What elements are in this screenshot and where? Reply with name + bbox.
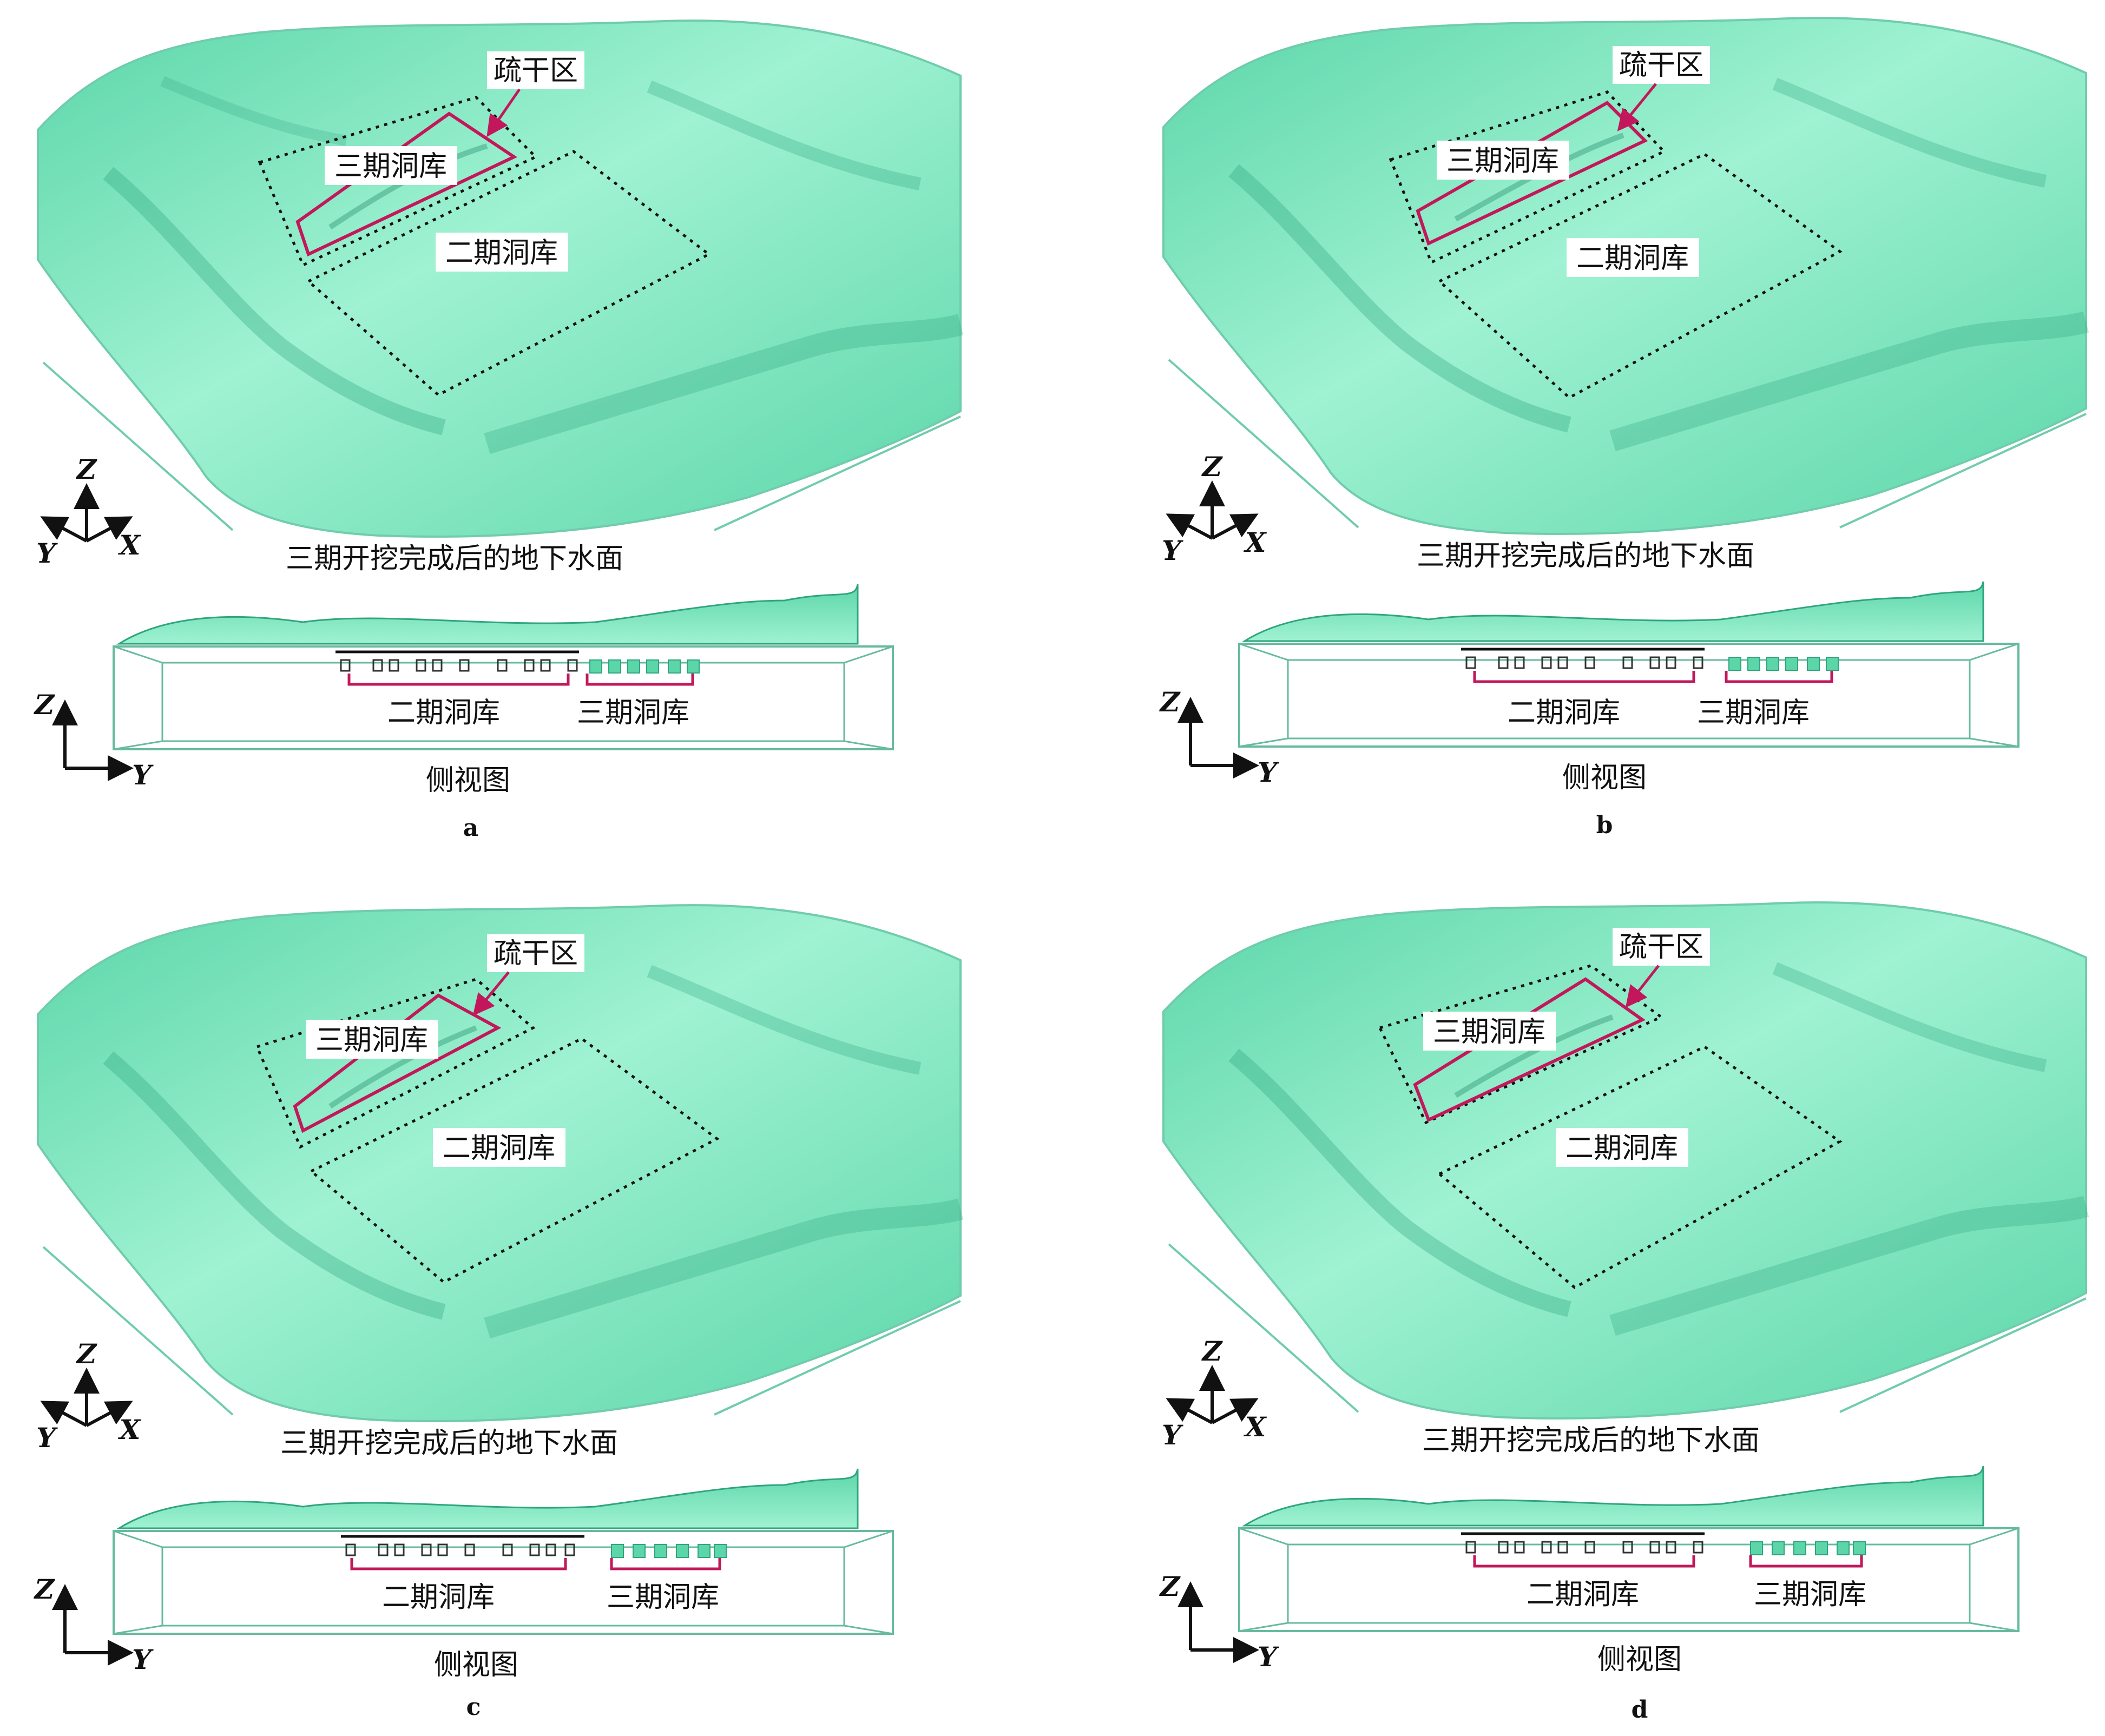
panel-letter: a <box>463 814 479 842</box>
axis2d-y-label: Y <box>1258 756 1279 788</box>
phase2-label: 二期洞库 <box>445 237 558 269</box>
phase3-label: 三期洞库 <box>1433 1016 1545 1048</box>
panel-b: 疏干区 三期洞库 二期洞库 Z Y X 三期开挖完成后的地下水面 <box>1159 17 2089 839</box>
side-caption: 侧视图 <box>1562 762 1647 794</box>
axis-x-label: X <box>1244 526 1267 558</box>
drain-arrow <box>1617 83 1657 131</box>
side-view <box>1238 1466 2020 1632</box>
side-phase2-label: 二期洞库 <box>382 1581 495 1614</box>
axis-y-label: Y <box>36 537 58 569</box>
phase2-label: 二期洞库 <box>1576 242 1689 275</box>
axis-x-label: X <box>118 529 142 561</box>
axis-x-label: X <box>118 1414 142 1445</box>
side-view <box>113 1468 894 1635</box>
axis2d-z-label: Z <box>34 689 56 721</box>
panel-c: 疏干区 三期洞库 二期洞库 Z Y X 三期开挖完成后的地下水面 <box>34 904 964 1721</box>
axes-2d <box>52 699 134 781</box>
axis-y-label: Y <box>1162 534 1183 566</box>
panel-letter: b <box>1596 811 1613 839</box>
side-phase2-label: 二期洞库 <box>1527 1579 1639 1611</box>
axes-3d <box>40 483 133 543</box>
panel-letter: c <box>466 1693 481 1721</box>
axis2d-y-label: Y <box>1258 1641 1279 1673</box>
side-phase3-label: 三期洞库 <box>577 697 689 729</box>
panel-letter: d <box>1632 1696 1648 1724</box>
phase2-dotted-frame <box>1437 1045 1843 1290</box>
axis-x-label: X <box>1244 1411 1267 1443</box>
side-caption: 侧视图 <box>1597 1643 1682 1676</box>
phase3-label: 三期洞库 <box>334 150 447 183</box>
drain-label: 疏干区 <box>494 55 578 87</box>
phase3-label: 三期洞库 <box>1446 145 1559 177</box>
axis-y-label: Y <box>36 1422 58 1454</box>
caption-3d: 三期开挖完成后的地下水面 <box>286 543 623 575</box>
drain-arrow <box>486 88 521 137</box>
side-phase3-label: 三期洞库 <box>607 1581 719 1614</box>
phase3-region <box>1416 101 1648 246</box>
side-view <box>1238 581 2020 748</box>
caption-3d: 三期开挖完成后的地下水面 <box>1417 540 1754 572</box>
phase3-dotted-frame <box>255 978 536 1149</box>
axes-2d <box>52 1584 134 1666</box>
axes-2d <box>1178 1581 1259 1663</box>
phase2-label: 二期洞库 <box>1565 1132 1678 1165</box>
side-phase3-label: 三期洞库 <box>1754 1579 1866 1611</box>
axes-2d <box>1178 697 1259 778</box>
axis2d-y-label: Y <box>132 1643 154 1675</box>
drain-label: 疏干区 <box>1619 931 1703 963</box>
axis2d-z-label: Z <box>1159 1570 1181 1602</box>
drain-arrow <box>1625 965 1660 1008</box>
phase3-label: 三期洞库 <box>315 1024 428 1057</box>
side-view <box>113 584 894 750</box>
axis-z-label: Z <box>1201 1335 1223 1367</box>
side-phase2-label: 二期洞库 <box>1508 697 1620 729</box>
side-phase3-label: 三期洞库 <box>1697 697 1810 729</box>
caption-3d: 三期开挖完成后的地下水面 <box>1422 1424 1760 1457</box>
drain-label: 疏干区 <box>1619 49 1703 82</box>
axes-3d <box>1166 480 1259 540</box>
axis-z-label: Z <box>76 453 98 485</box>
axis-y-label: Y <box>1162 1419 1183 1451</box>
phase2-dotted-frame <box>1437 153 1843 400</box>
terrain-3d <box>37 19 964 538</box>
axis2d-z-label: Z <box>34 1573 56 1605</box>
axis2d-y-label: Y <box>132 759 154 791</box>
phase2-dotted-frame <box>308 1037 720 1284</box>
caption-3d: 三期开挖完成后的地下水面 <box>280 1427 618 1460</box>
drain-label: 疏干区 <box>494 938 578 970</box>
phase2-label: 二期洞库 <box>443 1132 555 1165</box>
axes-3d <box>40 1368 133 1427</box>
side-phase2-label: 二期洞库 <box>387 697 500 729</box>
panel-a: 疏干区 三期洞库 二期洞库 Z Y X 三期开挖完成后的地下水面 <box>34 19 964 842</box>
side-caption: 侧视图 <box>434 1649 518 1681</box>
side-caption: 侧视图 <box>426 764 510 797</box>
phase3-dotted-frame <box>1378 964 1664 1125</box>
axis-z-label: Z <box>1201 451 1223 483</box>
axis2d-z-label: Z <box>1159 686 1181 718</box>
drain-arrow <box>472 971 510 1016</box>
axis-z-label: Z <box>76 1338 98 1370</box>
axes-3d <box>1166 1365 1259 1424</box>
panel-d: 疏干区 三期洞库 二期洞库 Z Y X 三期开挖完成后的地下水面 <box>1159 901 2089 1724</box>
